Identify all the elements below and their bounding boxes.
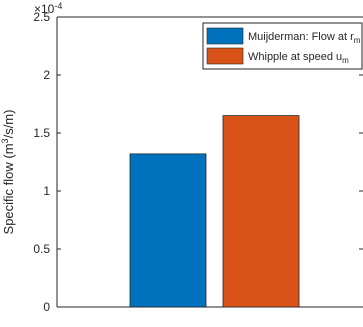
legend-label-muijderman-sub: m: [354, 36, 361, 45]
legend-swatch-muijderman: [206, 27, 244, 45]
y-tick-label: 0: [43, 300, 50, 314]
y-tick-label: 1: [43, 184, 50, 198]
legend-label-whipple-main: Whipple at speed u: [248, 51, 342, 63]
bar-whipple: [222, 115, 300, 308]
legend-label-muijderman: Muijderman: Flow at rm: [248, 31, 361, 45]
y-axis-label-main: Specific flow (m: [1, 143, 16, 234]
y-axis-label-sup: 3: [0, 138, 10, 143]
legend: Muijderman: Flow at rm Whipple at speed …: [202, 22, 363, 70]
y-axis-label-tail: /s/m): [1, 110, 16, 139]
y-exponent-label: ×10-4: [34, 1, 62, 16]
y-tick-label: 2: [43, 68, 50, 82]
bar-muijderman: [129, 153, 207, 308]
y-exponent-power: -4: [54, 1, 62, 11]
legend-swatch-whipple: [206, 47, 244, 65]
legend-label-whipple: Whipple at speed um: [248, 51, 349, 65]
y-tick-label: 1.5: [33, 126, 50, 140]
y-exponent-base: ×10: [34, 2, 55, 16]
y-ticks-layer: 0 0.5 1 1.5 2 2.5: [33, 10, 363, 314]
y-tick-label: 0.5: [33, 242, 50, 256]
axes-layer: [56, 16, 363, 308]
legend-label-muijderman-main: Muijderman: Flow at r: [248, 31, 354, 43]
legend-label-whipple-sub: m: [342, 56, 349, 65]
y-tick-label: 2.5: [33, 10, 50, 24]
bars-layer: [129, 115, 300, 308]
y-axis-label: Specific flow (m3/s/m): [0, 110, 16, 235]
